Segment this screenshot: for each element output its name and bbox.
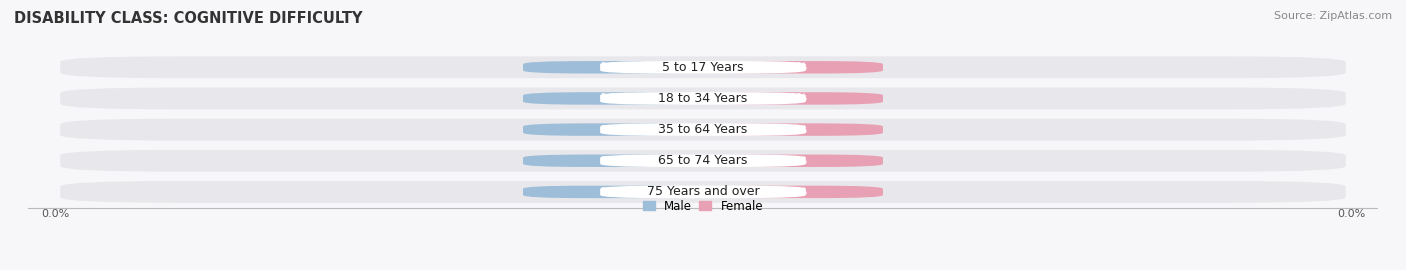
Text: 0.0%: 0.0% <box>599 62 627 72</box>
FancyBboxPatch shape <box>523 92 703 105</box>
FancyBboxPatch shape <box>600 123 806 136</box>
Text: 0.0%: 0.0% <box>41 209 69 219</box>
FancyBboxPatch shape <box>60 181 1346 203</box>
FancyBboxPatch shape <box>703 61 883 73</box>
FancyBboxPatch shape <box>523 61 703 73</box>
Text: 0.0%: 0.0% <box>779 93 807 103</box>
Text: 0.0%: 0.0% <box>779 62 807 72</box>
FancyBboxPatch shape <box>703 123 883 136</box>
Text: 0.0%: 0.0% <box>779 124 807 135</box>
FancyBboxPatch shape <box>60 119 1346 140</box>
Text: DISABILITY CLASS: COGNITIVE DIFFICULTY: DISABILITY CLASS: COGNITIVE DIFFICULTY <box>14 11 363 26</box>
Text: 0.0%: 0.0% <box>599 156 627 166</box>
Text: 0.0%: 0.0% <box>599 124 627 135</box>
Text: 75 Years and over: 75 Years and over <box>647 185 759 198</box>
FancyBboxPatch shape <box>703 92 883 105</box>
Text: 0.0%: 0.0% <box>779 156 807 166</box>
FancyBboxPatch shape <box>703 154 883 167</box>
FancyBboxPatch shape <box>523 123 703 136</box>
FancyBboxPatch shape <box>523 154 703 167</box>
Text: 0.0%: 0.0% <box>779 187 807 197</box>
FancyBboxPatch shape <box>523 186 703 198</box>
FancyBboxPatch shape <box>60 150 1346 172</box>
Text: 0.0%: 0.0% <box>599 93 627 103</box>
Text: 18 to 34 Years: 18 to 34 Years <box>658 92 748 105</box>
FancyBboxPatch shape <box>600 186 806 198</box>
FancyBboxPatch shape <box>703 186 883 198</box>
FancyBboxPatch shape <box>60 56 1346 78</box>
Text: 65 to 74 Years: 65 to 74 Years <box>658 154 748 167</box>
FancyBboxPatch shape <box>600 92 806 105</box>
FancyBboxPatch shape <box>600 154 806 167</box>
Text: 0.0%: 0.0% <box>1337 209 1365 219</box>
FancyBboxPatch shape <box>600 61 806 73</box>
Text: 0.0%: 0.0% <box>599 187 627 197</box>
Text: 35 to 64 Years: 35 to 64 Years <box>658 123 748 136</box>
Text: 5 to 17 Years: 5 to 17 Years <box>662 61 744 74</box>
FancyBboxPatch shape <box>60 87 1346 109</box>
Text: Source: ZipAtlas.com: Source: ZipAtlas.com <box>1274 11 1392 21</box>
Legend: Male, Female: Male, Female <box>638 195 768 218</box>
